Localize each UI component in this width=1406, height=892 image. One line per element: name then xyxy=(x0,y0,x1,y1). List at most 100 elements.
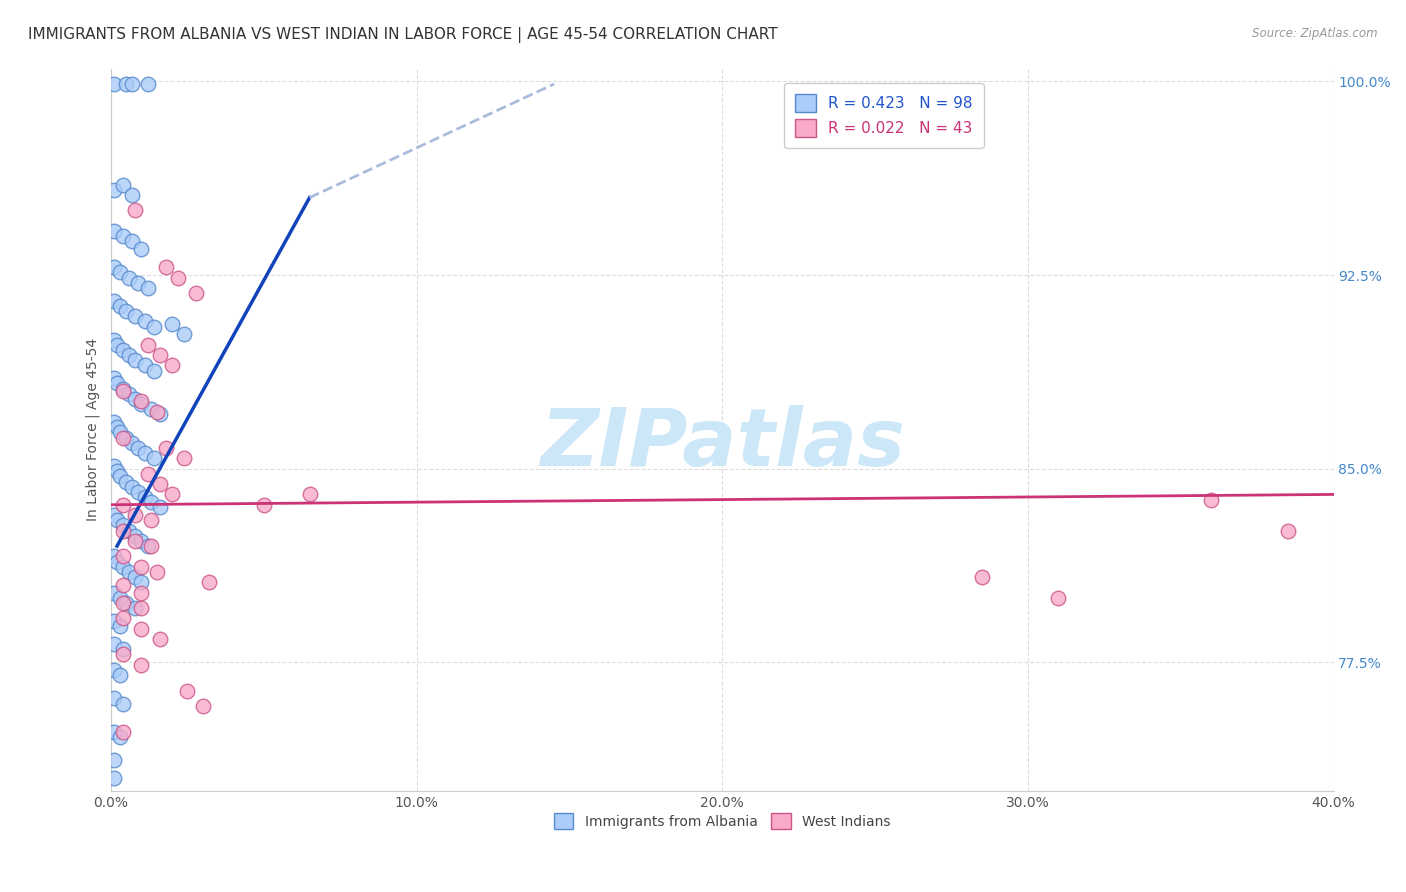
Point xyxy=(103,333,125,347)
Point xyxy=(108,469,131,483)
Point xyxy=(124,601,146,615)
Point xyxy=(103,224,125,238)
Point xyxy=(145,565,167,579)
Point xyxy=(124,570,146,584)
Point xyxy=(124,310,146,324)
Point xyxy=(103,637,125,651)
Point xyxy=(136,77,159,91)
Point xyxy=(124,533,146,548)
Point xyxy=(103,293,125,308)
Point xyxy=(139,539,162,553)
Point xyxy=(149,408,172,422)
Legend: Immigrants from Albania, West Indians: Immigrants from Albania, West Indians xyxy=(548,808,896,835)
Point xyxy=(124,203,146,218)
Point xyxy=(112,524,135,538)
Point xyxy=(1277,524,1299,538)
Point xyxy=(112,611,135,625)
Point xyxy=(115,596,138,610)
Point xyxy=(115,304,138,318)
Point xyxy=(142,363,165,377)
Point xyxy=(149,477,172,491)
Point xyxy=(105,555,128,569)
Point xyxy=(131,397,153,411)
Point xyxy=(124,353,146,368)
Point xyxy=(176,683,198,698)
Point xyxy=(131,394,153,409)
Point xyxy=(197,575,219,590)
Point xyxy=(105,464,128,478)
Point xyxy=(112,518,135,533)
Point xyxy=(131,622,153,636)
Point xyxy=(131,533,153,548)
Point xyxy=(155,260,177,275)
Point xyxy=(118,386,141,401)
Point xyxy=(112,229,135,244)
Point xyxy=(105,376,128,391)
Point xyxy=(103,772,125,786)
Point xyxy=(112,642,135,657)
Point xyxy=(112,648,135,662)
Point xyxy=(131,559,153,574)
Point xyxy=(112,559,135,574)
Point xyxy=(112,725,135,739)
Point xyxy=(139,495,162,509)
Point xyxy=(134,359,156,373)
Point xyxy=(160,317,183,331)
Point xyxy=(115,475,138,489)
Point xyxy=(142,451,165,466)
Point xyxy=(167,270,190,285)
Point xyxy=(103,260,125,275)
Point xyxy=(149,348,172,362)
Point xyxy=(191,699,214,714)
Point xyxy=(103,753,125,767)
Point xyxy=(970,570,993,584)
Point xyxy=(1199,492,1222,507)
Point xyxy=(134,446,156,460)
Point xyxy=(136,539,159,553)
Point xyxy=(103,663,125,677)
Point xyxy=(155,441,177,455)
Point xyxy=(103,77,125,91)
Point xyxy=(118,348,141,362)
Point xyxy=(105,513,128,527)
Point xyxy=(103,614,125,628)
Point xyxy=(136,467,159,481)
Point xyxy=(134,314,156,328)
Point xyxy=(112,578,135,592)
Point xyxy=(115,431,138,445)
Point xyxy=(173,327,195,342)
Point xyxy=(298,487,321,501)
Point xyxy=(118,270,141,285)
Point xyxy=(127,276,149,290)
Point xyxy=(149,632,172,646)
Point xyxy=(160,359,183,373)
Point xyxy=(108,668,131,682)
Text: IMMIGRANTS FROM ALBANIA VS WEST INDIAN IN LABOR FORCE | AGE 45-54 CORRELATION CH: IMMIGRANTS FROM ALBANIA VS WEST INDIAN I… xyxy=(28,27,778,43)
Point xyxy=(112,384,135,399)
Point xyxy=(134,490,156,504)
Point xyxy=(118,565,141,579)
Point xyxy=(160,487,183,501)
Point xyxy=(112,343,135,357)
Point xyxy=(103,691,125,706)
Point xyxy=(139,513,162,527)
Point xyxy=(149,500,172,515)
Point xyxy=(105,337,128,351)
Point xyxy=(121,435,143,450)
Point xyxy=(112,549,135,564)
Point xyxy=(108,425,131,440)
Point xyxy=(103,415,125,429)
Point xyxy=(112,697,135,711)
Point xyxy=(142,319,165,334)
Point xyxy=(103,549,125,564)
Point xyxy=(103,508,125,522)
Y-axis label: In Labor Force | Age 45-54: In Labor Force | Age 45-54 xyxy=(86,338,100,522)
Point xyxy=(103,458,125,473)
Point xyxy=(103,183,125,197)
Point xyxy=(103,585,125,599)
Point xyxy=(139,402,162,417)
Point xyxy=(112,498,135,512)
Point xyxy=(131,575,153,590)
Point xyxy=(136,281,159,295)
Point xyxy=(121,480,143,494)
